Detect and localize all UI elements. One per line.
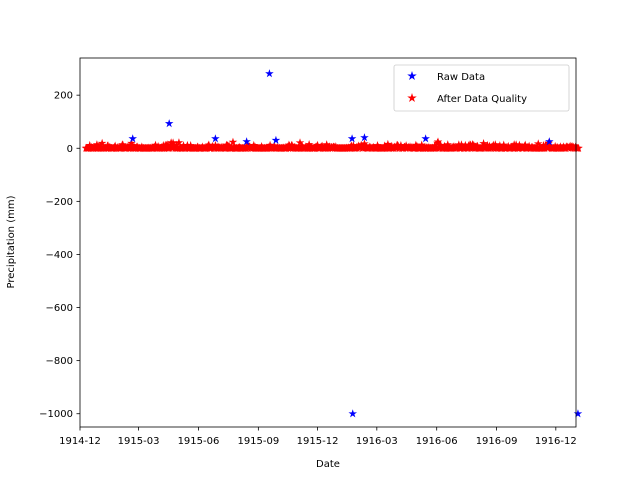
legend: Raw Data After Data Quality [393,64,570,112]
x-axis-label: Date [316,459,340,470]
legend-label-after-data-quality: After Data Quality [437,94,527,105]
y-tick-label: −200 [46,197,73,208]
x-tick-label: 1916-03 [356,436,398,447]
plot-frame [79,57,577,428]
legend-box [393,64,570,112]
x-tick-label: 1916-09 [476,436,518,447]
y-tick-label: 200 [54,91,73,102]
plot-background [80,58,576,427]
x-tick-label: 1915-03 [118,436,160,447]
legend-label-raw-data: Raw Data [437,72,485,83]
x-tick-label: 1916-06 [416,436,458,447]
y-tick-label: −800 [46,356,73,367]
y-tick-label: 0 [67,144,73,155]
y-axis: 200 0 −200 −400 −600 −800 −1000 [39,91,80,420]
x-tick-label: 1915-12 [297,436,339,447]
y-tick-label: −600 [46,303,73,314]
x-axis: 1914-12 1915-03 1915-06 1915-09 1915-12 1916-… [59,427,577,447]
x-tick-label: 1915-09 [237,436,279,447]
x-tick-label: 1916-12 [535,436,577,447]
y-axis-label: Precipitation (mm) [6,195,17,288]
y-tick-label: −1000 [39,409,73,420]
x-tick-label: 1915-06 [178,436,220,447]
y-tick-label: −400 [46,250,73,261]
x-tick-label: 1914-12 [59,436,101,447]
